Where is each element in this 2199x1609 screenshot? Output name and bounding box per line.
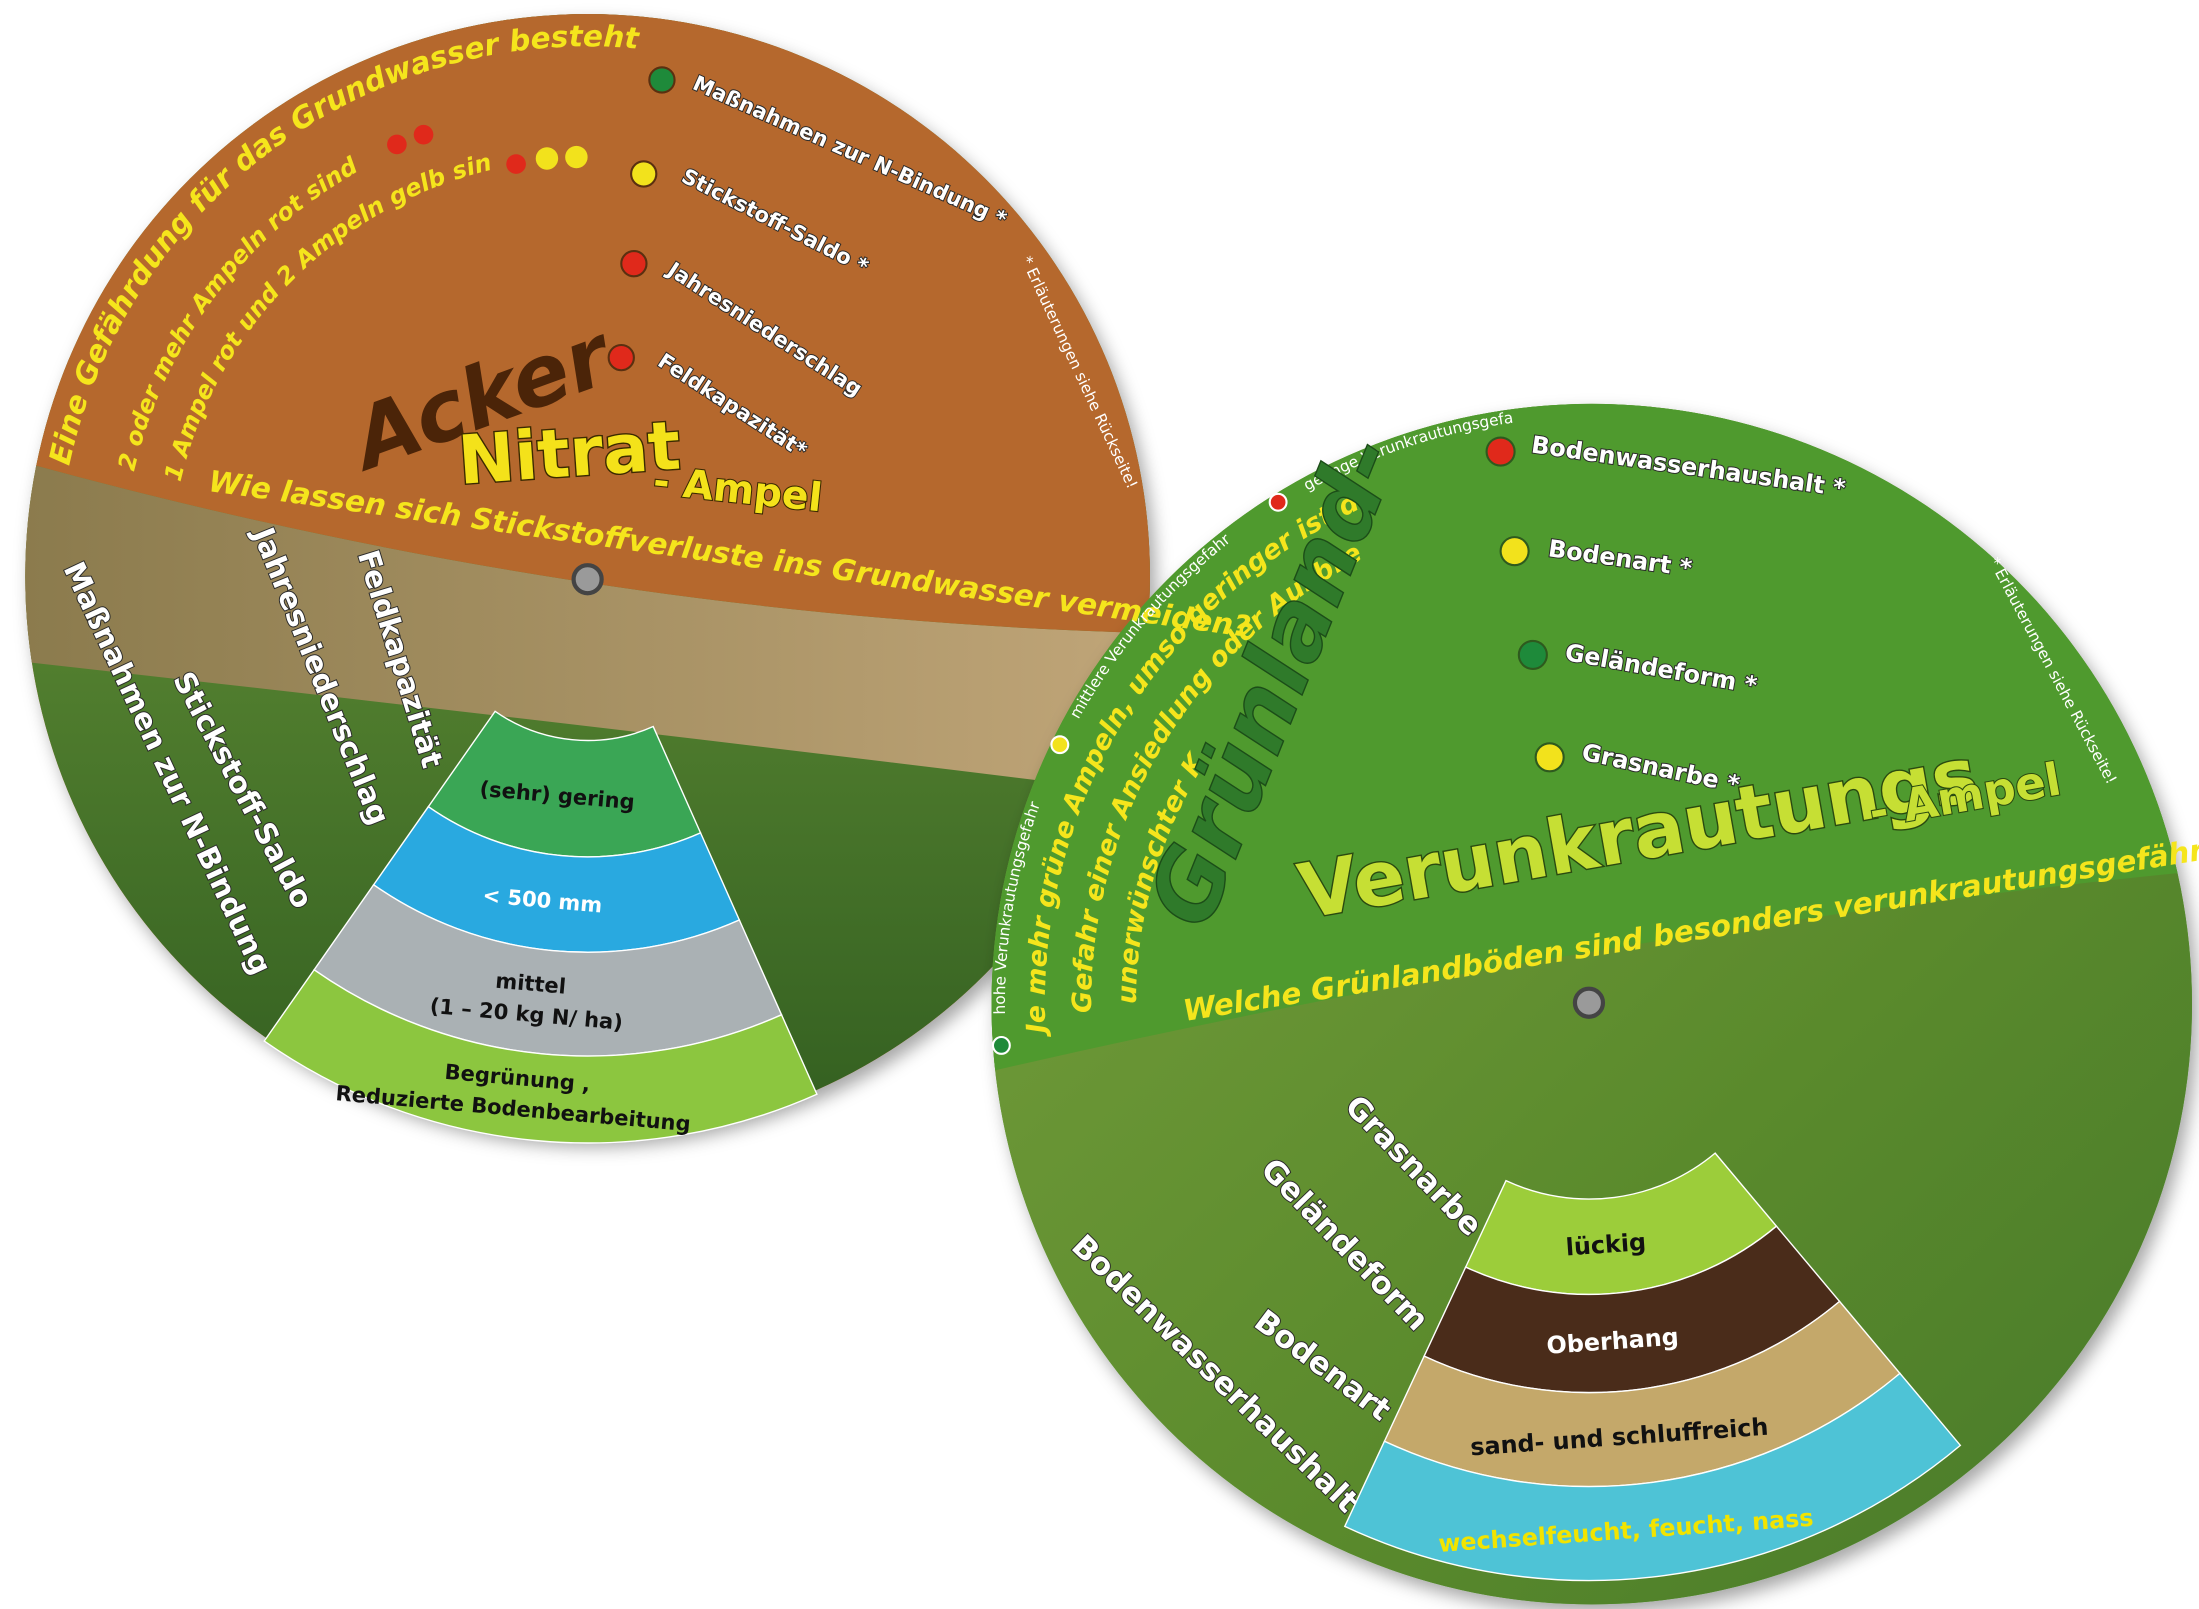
rule-dot: [506, 154, 526, 174]
rule-dot: [414, 125, 434, 145]
rule-dot: [387, 135, 407, 155]
rivet: [574, 565, 602, 593]
rule-dot: [565, 146, 587, 168]
subtitle: Nitrat: [456, 406, 683, 499]
indicator-light: [1487, 438, 1515, 466]
indicator-light: [621, 251, 646, 276]
indicator-light: [1519, 641, 1547, 669]
indicator-light: [1501, 537, 1529, 565]
rivet: [1575, 989, 1603, 1017]
window-value: lückig: [1565, 1228, 1647, 1262]
rule-dot: [536, 147, 558, 169]
photo: Eine Gefährdung für das Grundwasser best…: [0, 0, 2199, 1609]
indicator-light: [1536, 743, 1564, 771]
legend-marker: [993, 1037, 1010, 1054]
legend-marker: [1051, 736, 1068, 753]
page: {"left_disc": { "title": "Acker", "subti…: [0, 0, 2199, 1609]
indicator-light: [609, 345, 634, 370]
indicator-light: [631, 161, 656, 186]
indicator-light: [649, 67, 674, 92]
